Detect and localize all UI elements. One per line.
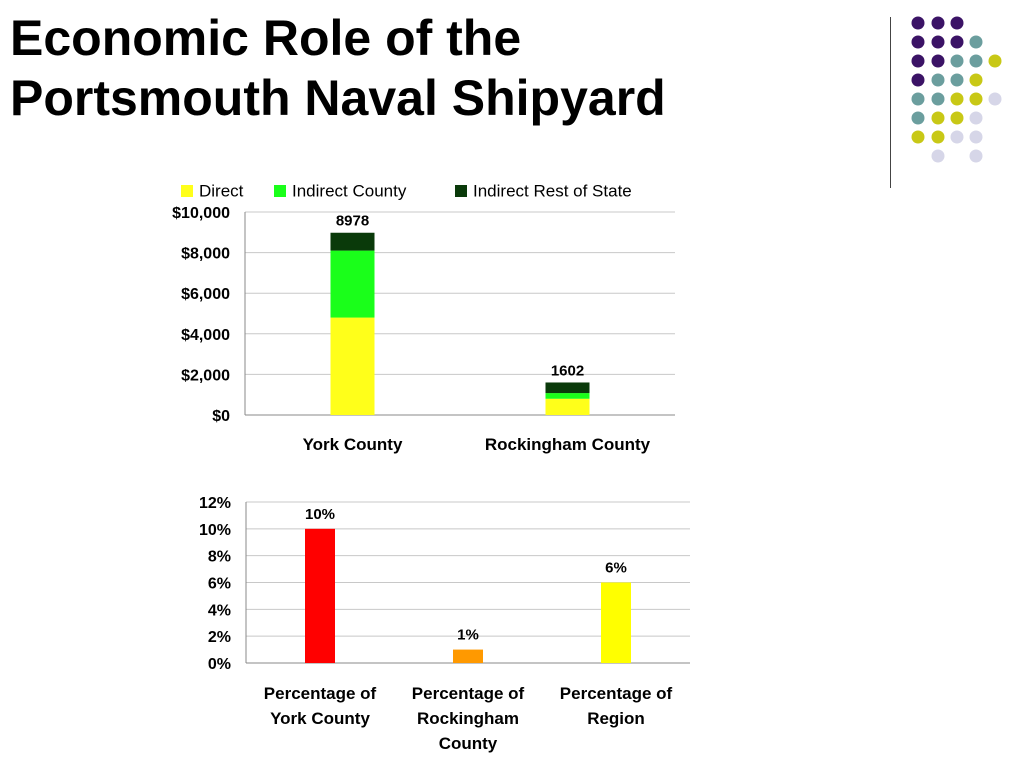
legend-swatch-0: [181, 185, 193, 197]
decorative-vertical-rule: [890, 17, 891, 188]
decorative-dot: [969, 149, 983, 163]
bar-chart-percentages: 0% 2% 4% 6% 8% 10% 12% 10% Percentage of York Cou…: [199, 495, 690, 753]
bar-segment: [330, 250, 375, 318]
y-tick-label: $6,000: [181, 286, 230, 303]
x-category-label: York County: [303, 435, 403, 454]
y-tick-label: 12%: [199, 495, 231, 512]
decorative-dot: [969, 54, 983, 68]
bar: [305, 528, 335, 663]
y-tick-label: $8,000: [181, 246, 230, 263]
decorative-dot: [911, 111, 925, 125]
y-tick-label: $10,000: [172, 205, 230, 222]
x-category-label: Percentage of: [264, 684, 377, 703]
y-tick-label: $4,000: [181, 327, 230, 344]
decorative-dot: [950, 92, 964, 106]
y-tick-label: 2%: [208, 629, 231, 646]
decorative-dot: [988, 54, 1002, 68]
bar-total-label: 1602: [551, 362, 584, 379]
bar-total-label: 8978: [336, 213, 369, 230]
decorative-dot: [931, 149, 945, 163]
legend-swatch-1: [274, 185, 286, 197]
bar-value-label: 1%: [457, 627, 479, 644]
decorative-dot: [931, 16, 945, 30]
decorative-dot: [931, 54, 945, 68]
decorative-dot: [931, 73, 945, 87]
decorative-dot: [969, 111, 983, 125]
bar-value-label: 10%: [305, 506, 335, 523]
decorative-dot: [969, 35, 983, 49]
decorative-dot: [911, 92, 925, 106]
y-tick-label: 8%: [208, 549, 231, 566]
slide-title-line-2: Portsmouth Naval Shipyard: [10, 70, 666, 126]
decorative-dot: [969, 73, 983, 87]
legend-swatch-2: [455, 185, 467, 197]
decorative-dot: [911, 130, 925, 144]
decorative-dot: [911, 54, 925, 68]
decorative-dot: [988, 92, 1002, 106]
bar: [601, 582, 631, 663]
y-tick-label: 0%: [208, 656, 231, 673]
x-category-label: York County: [270, 709, 370, 728]
decorative-dot: [950, 130, 964, 144]
decorative-dot: [950, 16, 964, 30]
x-category-label: Rockingham County: [485, 435, 651, 454]
x-category-label: Percentage of: [560, 684, 673, 703]
x-category-label: Percentage of: [412, 684, 525, 703]
decorative-dot: [931, 130, 945, 144]
y-tick-label: 6%: [208, 576, 231, 593]
legend-label-0: Direct: [199, 182, 244, 201]
x-category-label: County: [439, 734, 498, 753]
slide-title: Economic Role of the Portsmouth Naval Sh…: [10, 8, 870, 128]
y-tick-label: $0: [212, 408, 230, 425]
y-tick-label: 10%: [199, 522, 231, 539]
bar-segment: [545, 398, 590, 415]
decorative-dot: [911, 16, 925, 30]
decorative-dot: [950, 73, 964, 87]
decorative-dot: [931, 35, 945, 49]
slide-title-line-1: Economic Role of the: [10, 10, 522, 66]
bar-segment: [330, 317, 375, 415]
bar-segment: [330, 232, 375, 251]
x-category-label: Rockingham: [417, 709, 519, 728]
decorative-dot: [969, 92, 983, 106]
legend-label-2: Indirect Rest of State: [473, 182, 632, 201]
y-tick-label: 4%: [208, 602, 231, 619]
bar-segment: [545, 393, 590, 399]
bar-value-label: 6%: [605, 560, 627, 577]
legend-label-1: Indirect County: [292, 182, 407, 201]
bar-segment: [545, 382, 590, 394]
x-category-label: Region: [587, 709, 645, 728]
stacked-bar-chart-economic-impact: Direct Indirect County Indirect Rest of St…: [172, 182, 675, 454]
decorative-dot: [950, 54, 964, 68]
decorative-dot: [931, 111, 945, 125]
y-tick-label: $2,000: [181, 367, 230, 384]
decorative-dot: [931, 92, 945, 106]
decorative-dot: [950, 111, 964, 125]
decorative-dot: [969, 130, 983, 144]
decorative-dot: [950, 35, 964, 49]
decorative-dot: [911, 73, 925, 87]
bar: [453, 649, 483, 663]
decorative-dot: [911, 35, 925, 49]
